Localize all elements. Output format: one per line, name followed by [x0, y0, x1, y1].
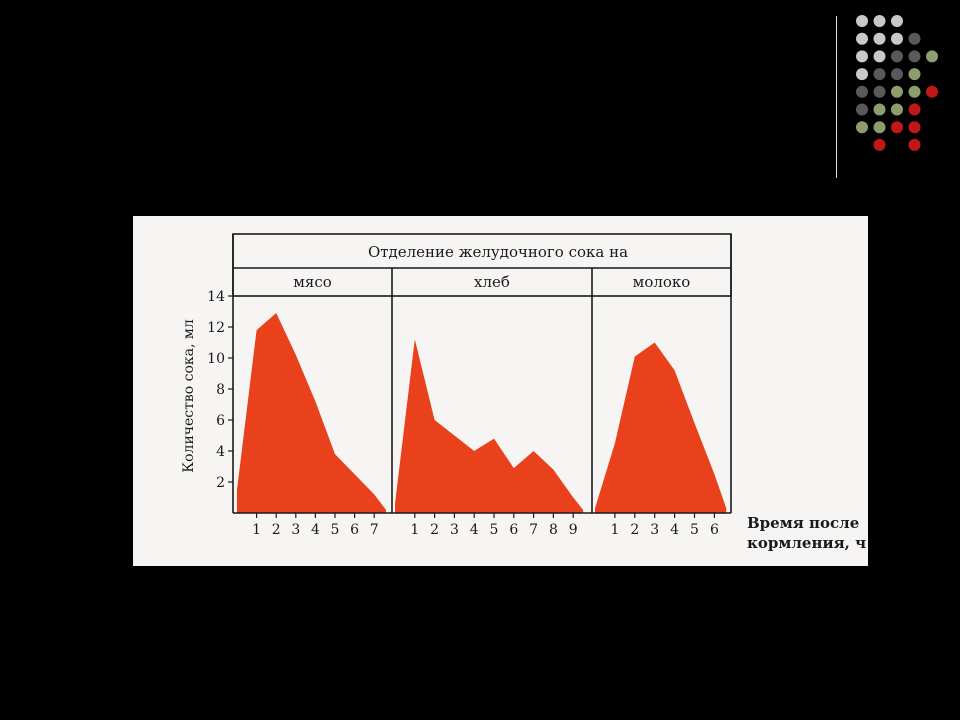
x-tick-label: 7 — [529, 522, 538, 538]
panel-label-хлеб: хлеб — [474, 273, 510, 291]
decorative-dot-grid — [856, 15, 938, 151]
decorative-dot — [908, 121, 921, 134]
decorative-dot — [891, 50, 903, 63]
panel-labels: мясо хлеб молоко — [293, 273, 690, 291]
x-tick-label: 2 — [272, 522, 281, 538]
area-хлеб — [395, 339, 584, 513]
y-tick-label: 14 — [207, 289, 225, 305]
decorative-dot — [856, 15, 868, 27]
decorative-dot — [873, 138, 886, 151]
decorative-dot — [908, 85, 921, 98]
x-tick-label: 6 — [350, 522, 359, 538]
decorative-dot — [926, 50, 938, 63]
chart-figure: Отделение желудочного сока на Количество… — [133, 216, 868, 566]
y-tick-label: 4 — [216, 444, 225, 460]
x-tick-label: 3 — [450, 522, 459, 538]
decorative-dot — [873, 103, 886, 116]
decorative-dot — [856, 68, 868, 81]
decorative-dot — [891, 85, 903, 98]
x-tick-label: 6 — [509, 522, 518, 538]
y-ticks: 2 4 6 8 10 12 14 — [207, 289, 233, 491]
decorative-dot — [891, 68, 903, 81]
x-tick-label: 5 — [490, 522, 499, 538]
y-tick-label: 8 — [216, 382, 225, 398]
chart-svg: Отделение желудочного сока на Количество… — [181, 233, 866, 552]
x-tick-label: 3 — [291, 522, 300, 538]
x-tick-label: 8 — [549, 522, 558, 538]
decorative-dot — [873, 50, 886, 63]
decorative-dot — [908, 138, 921, 151]
decorative-dot — [873, 32, 886, 45]
x-tick-label: 7 — [370, 522, 379, 538]
chart-frame — [232, 233, 732, 514]
y-tick-label: 12 — [207, 320, 225, 336]
decorative-dot — [873, 121, 886, 134]
decorative-dot — [891, 121, 903, 134]
decorative-dot — [891, 15, 903, 27]
decorative-dot — [873, 68, 886, 81]
x-tick-label: 3 — [650, 522, 659, 538]
x-tick-label: 4 — [670, 522, 679, 538]
decorative-dot — [873, 85, 886, 98]
decorative-dot — [856, 103, 868, 116]
decorative-dot — [908, 32, 921, 45]
x-tick-label: 5 — [690, 522, 699, 538]
decorative-dot — [908, 103, 921, 116]
x-tick-label: 1 — [410, 522, 419, 538]
y-tick-label: 6 — [216, 413, 225, 429]
decorative-divider — [836, 16, 837, 178]
x-axis-label-line1: Время после — [747, 514, 859, 532]
x-tick-label: 4 — [311, 522, 320, 538]
decorative-dot — [891, 103, 903, 116]
decorative-dot — [926, 85, 938, 98]
x-tick-label: 1 — [252, 522, 261, 538]
x-tick-label: 6 — [710, 522, 719, 538]
decorative-dot — [891, 32, 903, 45]
area-молоко — [595, 342, 727, 513]
decorative-dot — [873, 15, 886, 27]
x-tick-label: 2 — [630, 522, 639, 538]
y-tick-label: 10 — [207, 351, 225, 367]
x-tick-label: 1 — [610, 522, 619, 538]
chart-title: Отделение желудочного сока на — [368, 243, 628, 261]
x-axis-label-line2: кормления, ч — [747, 534, 866, 552]
chart-areas — [237, 313, 727, 513]
decorative-dot — [856, 50, 868, 63]
decorative-dot — [856, 121, 868, 134]
decorative-dot — [856, 85, 868, 98]
y-tick-label: 2 — [216, 475, 225, 491]
x-tick-label: 9 — [569, 522, 578, 538]
decorative-dot — [856, 32, 868, 45]
panel-label-молоко: молоко — [633, 273, 691, 291]
decorative-dot — [908, 50, 921, 63]
panel-label-мясо: мясо — [293, 273, 332, 291]
area-мясо — [237, 313, 386, 513]
x-tick-label: 5 — [331, 522, 340, 538]
x-tick-label: 4 — [470, 522, 479, 538]
x-tick-label: 2 — [430, 522, 439, 538]
y-axis-label: Количество сока, мл — [181, 319, 197, 473]
decorative-dot — [908, 68, 921, 81]
